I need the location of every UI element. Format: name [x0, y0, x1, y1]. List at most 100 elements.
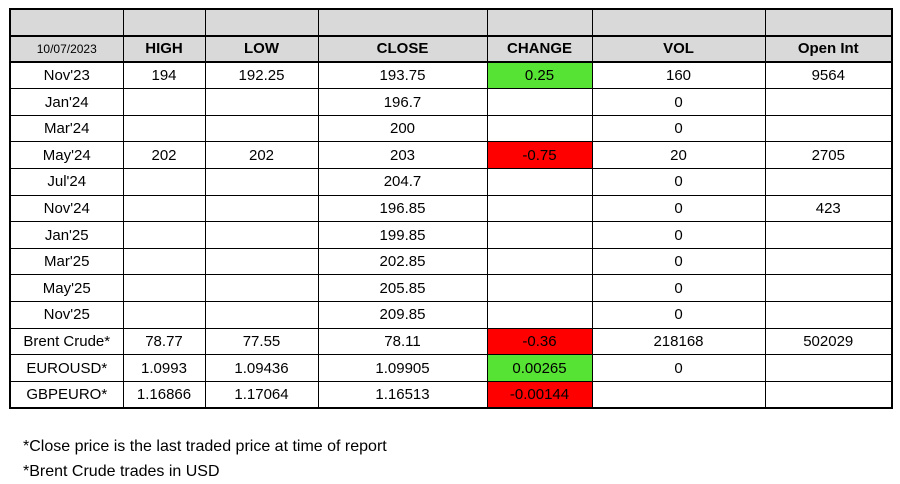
header-row: 10/07/2023 HIGH LOW CLOSE CHANGE VOL Ope… — [9, 35, 893, 64]
table-row: Jul'24 204.7 0 — [9, 168, 893, 196]
row-label-cell: GBPEURO* — [9, 380, 124, 409]
vol-cell: 160 — [591, 61, 766, 90]
low-cell — [204, 114, 319, 143]
column-header-vol: VOL — [591, 35, 766, 64]
high-cell: 202 — [122, 141, 206, 170]
vol-cell: 0 — [591, 194, 766, 223]
high-cell — [122, 114, 206, 143]
close-cell: 193.75 — [317, 61, 488, 90]
row-label-cell: EUROUSD* — [9, 354, 124, 382]
high-cell — [122, 88, 206, 116]
close-cell: 204.7 — [317, 168, 488, 196]
close-cell: 202.85 — [317, 247, 488, 276]
table-row: Nov'24 196.85 0 423 — [9, 194, 893, 223]
vol-cell — [591, 380, 766, 409]
table-row: Brent Crude* 78.77 77.55 78.11 -0.36 218168 50… — [9, 327, 893, 356]
change-cell — [486, 114, 593, 143]
spacer-cell — [764, 8, 893, 37]
column-header-open-int: Open Int — [764, 35, 893, 64]
spacer-cell — [317, 8, 488, 37]
low-cell — [204, 274, 319, 303]
column-header-close: CLOSE — [317, 35, 488, 64]
open-int-cell: 502029 — [764, 327, 893, 356]
high-cell — [122, 221, 206, 249]
table-row: May'24 202 202 203 -0.75 20 2705 — [9, 141, 893, 170]
row-label-cell: Brent Crude* — [9, 327, 124, 356]
spacer-cell — [486, 8, 593, 37]
close-cell: 200 — [317, 114, 488, 143]
low-cell — [204, 247, 319, 276]
high-cell — [122, 274, 206, 303]
spacer-cell — [122, 8, 206, 37]
change-cell: 0.00265 — [486, 354, 593, 382]
vol-cell: 20 — [591, 141, 766, 170]
close-cell: 203 — [317, 141, 488, 170]
open-int-cell — [764, 380, 893, 409]
change-cell: -0.75 — [486, 141, 593, 170]
change-cell: -0.00144 — [486, 380, 593, 409]
table-row: Jan'24 196.7 0 — [9, 88, 893, 116]
open-int-cell — [764, 88, 893, 116]
low-cell — [204, 221, 319, 249]
footnote-close-price: *Close price is the last traded price at… — [23, 438, 387, 455]
vol-cell: 0 — [591, 301, 766, 329]
low-cell — [204, 301, 319, 329]
spacer-cell — [9, 8, 124, 37]
low-cell: 192.25 — [204, 61, 319, 90]
row-label-cell: Nov'23 — [9, 61, 124, 90]
open-int-cell — [764, 221, 893, 249]
table-row: GBPEURO* 1.16866 1.17064 1.16513 -0.00144 — [9, 380, 893, 409]
change-cell: 0.25 — [486, 61, 593, 90]
high-cell — [122, 301, 206, 329]
change-cell: -0.36 — [486, 327, 593, 356]
vol-cell: 0 — [591, 247, 766, 276]
low-cell: 1.17064 — [204, 380, 319, 409]
vol-cell: 0 — [591, 354, 766, 382]
table-row: Jan'25 199.85 0 — [9, 221, 893, 249]
report-date: 10/07/2023 — [9, 35, 124, 64]
high-cell: 1.0993 — [122, 354, 206, 382]
row-label-cell: Mar'25 — [9, 247, 124, 276]
vol-cell: 0 — [591, 168, 766, 196]
change-cell — [486, 221, 593, 249]
open-int-cell — [764, 168, 893, 196]
change-cell — [486, 274, 593, 303]
open-int-cell — [764, 301, 893, 329]
close-cell: 199.85 — [317, 221, 488, 249]
close-cell: 209.85 — [317, 301, 488, 329]
table-row: EUROUSD* 1.0993 1.09436 1.09905 0.00265 0 — [9, 354, 893, 382]
close-cell: 205.85 — [317, 274, 488, 303]
table-row: Mar'25 202.85 0 — [9, 247, 893, 276]
high-cell: 1.16866 — [122, 380, 206, 409]
price-table: 10/07/2023 HIGH LOW CLOSE CHANGE VOL Ope… — [9, 8, 893, 409]
row-label-cell: Jul'24 — [9, 168, 124, 196]
vol-cell: 0 — [591, 88, 766, 116]
open-int-cell: 423 — [764, 194, 893, 223]
column-header-high: HIGH — [122, 35, 206, 64]
open-int-cell — [764, 274, 893, 303]
vol-cell: 0 — [591, 114, 766, 143]
open-int-cell: 9564 — [764, 61, 893, 90]
row-label-cell: May'24 — [9, 141, 124, 170]
close-cell: 196.7 — [317, 88, 488, 116]
vol-cell: 0 — [591, 221, 766, 249]
vol-cell: 218168 — [591, 327, 766, 356]
spacer-cell — [591, 8, 766, 37]
column-header-change: CHANGE — [486, 35, 593, 64]
row-label-cell: Nov'24 — [9, 194, 124, 223]
open-int-cell — [764, 247, 893, 276]
change-cell — [486, 247, 593, 276]
table-row: Nov'23 194 192.25 193.75 0.25 160 9564 — [9, 61, 893, 90]
footnotes: *Close price is the last traded price at… — [23, 434, 893, 484]
high-cell: 78.77 — [122, 327, 206, 356]
high-cell — [122, 168, 206, 196]
low-cell: 202 — [204, 141, 319, 170]
table-row: Mar'24 200 0 — [9, 114, 893, 143]
high-cell — [122, 194, 206, 223]
row-label-cell: May'25 — [9, 274, 124, 303]
close-cell: 1.16513 — [317, 380, 488, 409]
low-cell — [204, 88, 319, 116]
low-cell — [204, 168, 319, 196]
row-label-cell: Jan'25 — [9, 221, 124, 249]
high-cell — [122, 247, 206, 276]
